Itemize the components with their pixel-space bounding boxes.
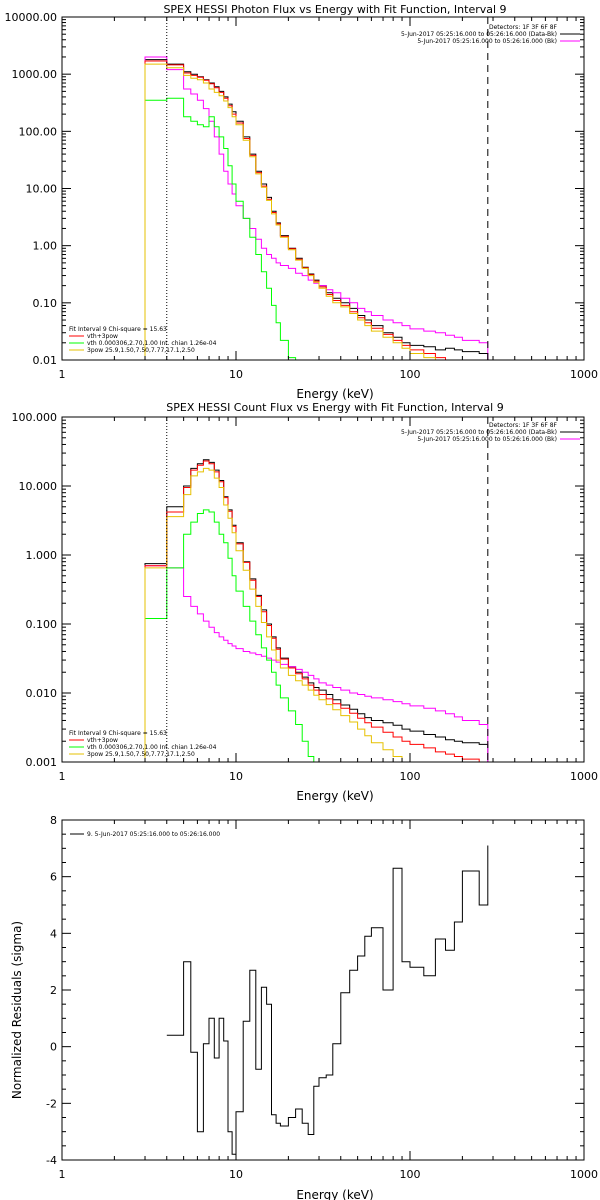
photon-legend-bk: 5-Jun-2017 05:25:16.000 to 05:26:16.000 … <box>417 38 557 45</box>
y-tick-label: 0.001 <box>26 756 58 769</box>
photon-legend-vth: vth 0.000306,2.70,1.00 Int. chian 1.26e-… <box>87 340 217 347</box>
x-tick-label: 10 <box>229 1168 243 1181</box>
x-tick-label: 100 <box>400 368 421 381</box>
count-legend-vth3pow: vth+3pow <box>87 737 118 744</box>
x-tick-label: 1 <box>59 770 66 783</box>
y-tick-label: 100.000 <box>12 411 58 424</box>
y-tick-label: 0.10 <box>33 297 58 310</box>
photon-x-axis-label: Energy (keV) <box>296 387 373 401</box>
series-group <box>166 845 489 1155</box>
x-tick-label: 1000 <box>570 1168 598 1181</box>
series-3pow <box>144 467 411 762</box>
count-legend-vth: vth 0.000306,2.70,1.00 Int. chian 1.26e-… <box>87 744 217 751</box>
photon-legend-vth3pow: vth+3pow <box>87 333 118 340</box>
count-legend-3pow: 3pow 25.9,1.50,7.50,7.77,17.1,2.50 <box>87 751 195 758</box>
residuals-y-axis-label: Normalized Residuals (sigma) <box>10 921 24 1099</box>
x-tick-label: 100 <box>400 1168 421 1181</box>
count-legend-bk: 5-Jun-2017 05:25:16.000 to 05:26:16.000 … <box>417 436 557 443</box>
y-tick-label: 2 <box>50 984 57 997</box>
y-tick-label: 10000.00 <box>5 11 58 24</box>
y-tick-label: 0 <box>50 1041 57 1054</box>
photon-plot-area: 1 10 100 1000 0.01 0.10 1.00 10.00 100.00 1000.00… <box>5 11 599 381</box>
residuals-legend-interval: 9. 5-Jun-2017 05:25:16.000 to 05:26:16.0… <box>87 831 220 838</box>
series-vth <box>144 509 315 762</box>
photon-chart-title: SPEX HESSI Photon Flux vs Energy with Fi… <box>163 3 506 16</box>
series-vth <box>144 97 297 360</box>
series-group <box>144 56 489 360</box>
y-tick-label: 0.100 <box>26 618 58 631</box>
y-tick-label: 1.00 <box>33 240 58 253</box>
x-tick-label: 10 <box>229 368 243 381</box>
x-tick-label: 1000 <box>570 770 598 783</box>
y-tick-label: 10.000 <box>19 480 58 493</box>
count-legend-fit-interval: Fit Interval 9 Chi-square = 15.63 <box>69 730 167 737</box>
photon-panel: SPEX HESSI Photon Flux vs Energy with Fi… <box>5 3 599 401</box>
residuals-panel: 1 10 100 1000 -4 -2 0 2 4 6 8 Energy (keV) Normali… <box>10 814 598 1200</box>
count-panel: SPEX HESSI Count Flux vs Energy with Fit… <box>12 401 599 803</box>
y-tick-label: -4 <box>46 1154 57 1167</box>
y-tick-label: 10.00 <box>26 183 58 196</box>
x-tick-label: 10 <box>229 770 243 783</box>
photon-legend-fit-interval: Fit Interval 9 Chi-square = 15.63 <box>69 326 167 333</box>
y-tick-label: 0.010 <box>26 687 58 700</box>
y-tick-label: 6 <box>50 871 57 884</box>
count-chart-title: SPEX HESSI Count Flux vs Energy with Fit… <box>166 401 503 414</box>
y-tick-label: 0.01 <box>33 354 58 367</box>
series-3pow <box>144 63 436 360</box>
y-tick-label: 8 <box>50 814 57 827</box>
count-legend-data-bk: 5-Jun-2017 05:25:16.000 to 05:26:16.000 … <box>401 429 557 436</box>
x-tick-label: 1 <box>59 1168 66 1181</box>
y-tick-label: -2 <box>46 1097 57 1110</box>
photon-legend-3pow: 3pow 25.9,1.50,7.50,7.77,17.1,2.50 <box>87 347 195 354</box>
y-tick-label: 1000.00 <box>12 68 58 81</box>
y-tick-label: 1.000 <box>26 549 58 562</box>
photon-legend-detectors: Detectors: 1F 3F 6F 8F <box>489 24 558 31</box>
count-x-axis-label: Energy (keV) <box>296 789 373 803</box>
series-residuals <box>166 845 489 1155</box>
series-bk <box>144 56 489 360</box>
photon-legend-data-bk: 5-Jun-2017 05:25:16.000 to 05:26:16.000 … <box>401 31 557 38</box>
x-tick-label: 1000 <box>570 368 598 381</box>
y-tick-label: 4 <box>50 927 57 940</box>
count-plot-area: 1 10 100 1000 0.001 0.010 0.100 1.000 10.000 100.… <box>12 411 599 783</box>
count-legend-detectors: Detectors: 1F 3F 6F 8F <box>489 422 558 429</box>
y-tick-label: 100.00 <box>19 125 58 138</box>
x-tick-label: 100 <box>400 770 421 783</box>
plot-frame <box>61 416 585 763</box>
residuals-x-axis-label: Energy (keV) <box>296 1188 373 1200</box>
residuals-plot-area: 1 10 100 1000 -4 -2 0 2 4 6 8 <box>46 814 598 1181</box>
series-group <box>144 459 489 762</box>
x-tick-label: 1 <box>59 368 66 381</box>
